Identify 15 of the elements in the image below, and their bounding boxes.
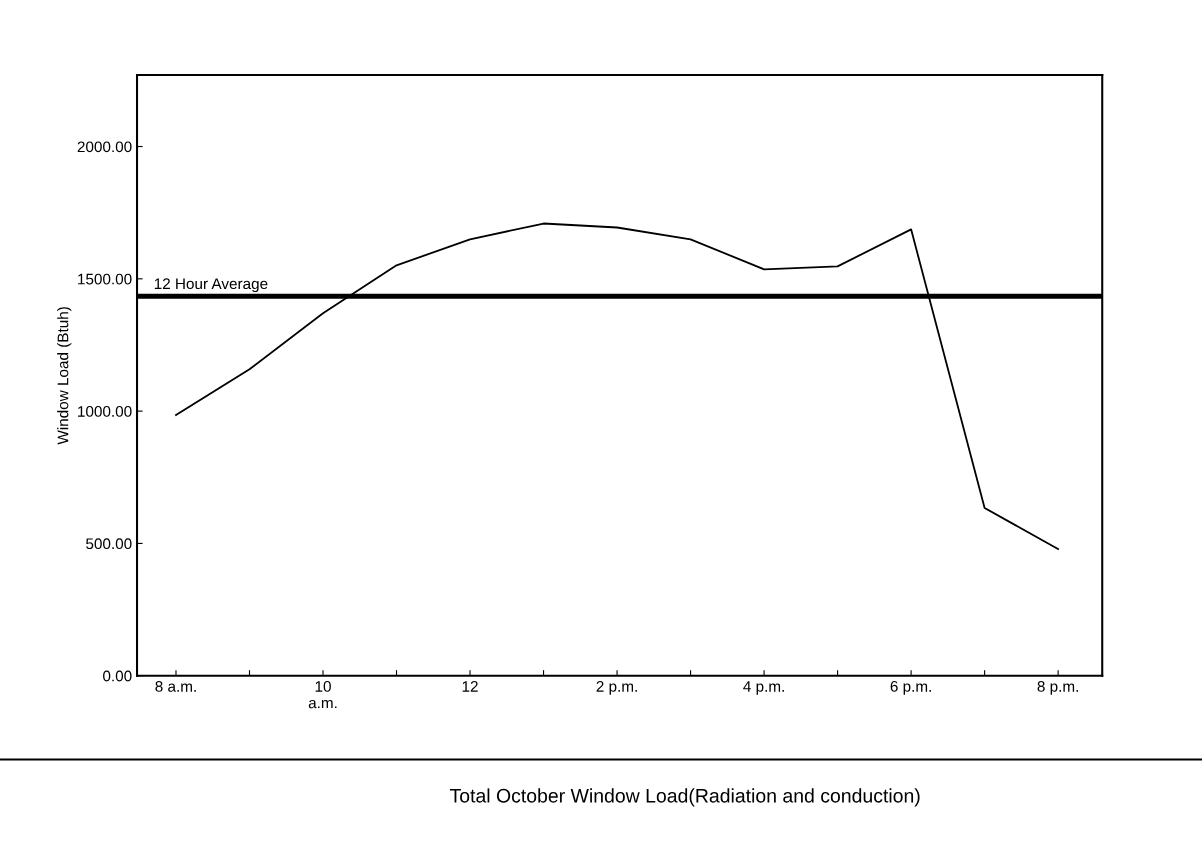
x-tick-label: 12	[462, 680, 478, 692]
y-axis-title: Window Load (Btuh)	[57, 307, 72, 445]
y-tick-label: 0.00	[103, 670, 132, 682]
x-tick-label: 6 p.m.	[890, 680, 931, 695]
y-tick-label: 1000.00	[78, 405, 132, 417]
x-tick-label: 2 p.m.	[596, 680, 637, 695]
ref-line-label: 12 Hour Average	[154, 278, 268, 293]
x-tick-label: 8 a.m.	[155, 680, 196, 692]
x-tick-label: 10 a.m.	[308, 680, 337, 709]
text: Total October Window Load(Radiation and conduction)	[449, 788, 920, 807]
y-tick-label: 1500.00	[78, 273, 132, 285]
y-tick-label: 500.00	[86, 538, 132, 550]
x-tick-label: 4 p.m.	[743, 681, 784, 695]
y-tick-label: 2000.00	[77, 141, 132, 153]
x-tick-label: 8 p.m.	[1037, 680, 1078, 695]
